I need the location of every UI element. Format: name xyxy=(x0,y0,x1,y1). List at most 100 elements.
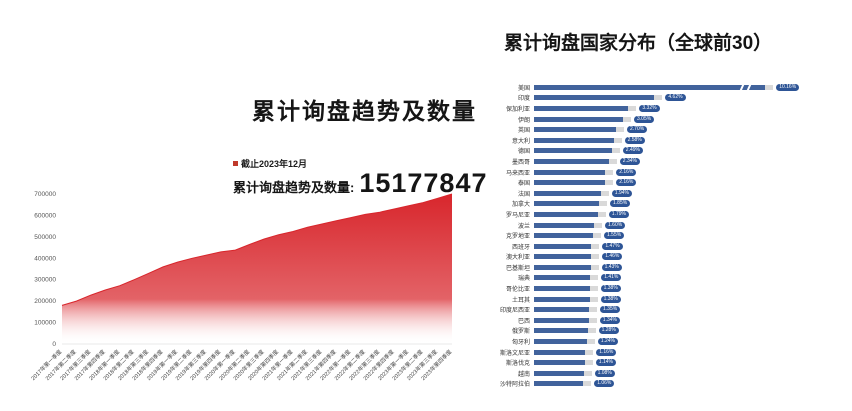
svg-text:700000: 700000 xyxy=(34,191,56,198)
value-pill: 3.32% xyxy=(639,104,660,112)
bar-track xyxy=(534,296,598,302)
bar-track xyxy=(534,137,622,143)
value-pill: 2.34% xyxy=(619,157,640,165)
bar xyxy=(534,105,629,111)
bar xyxy=(534,148,612,154)
bar-row: 法国 1.94% xyxy=(470,188,850,199)
bar-track xyxy=(534,169,614,175)
bar-row: 澳大利亚 1.46% xyxy=(470,252,850,263)
bar-track xyxy=(534,243,600,249)
bar xyxy=(534,211,598,217)
bar-track xyxy=(534,307,597,313)
bar-row: 英国 2.70% xyxy=(470,124,850,135)
svg-text:100000: 100000 xyxy=(34,320,56,327)
bar-track xyxy=(534,317,597,323)
value-pill: 1.24% xyxy=(597,338,618,346)
country-label: 印度 xyxy=(517,96,530,103)
value-pill: 4.62% xyxy=(665,94,686,102)
bar-track xyxy=(534,381,592,387)
bar xyxy=(534,370,584,376)
bar-row: 越南 1.08% xyxy=(470,368,850,379)
value-pill: 1.38% xyxy=(600,295,621,303)
value-pill: 1.41% xyxy=(601,274,622,282)
country-label: 斯洛伐克 xyxy=(505,361,530,368)
country-label: 英国 xyxy=(517,128,530,135)
svg-text:300000: 300000 xyxy=(34,277,56,284)
bar-track xyxy=(534,127,624,133)
svg-text:200000: 200000 xyxy=(34,298,56,305)
bar-row: 墨西哥 2.34% xyxy=(470,156,850,167)
value-pill: 1.14% xyxy=(595,359,616,367)
country-label: 沙特阿拉伯 xyxy=(499,382,530,389)
bar xyxy=(534,158,609,164)
bar-track xyxy=(534,201,607,207)
bar-row: 加拿大 1.85% xyxy=(470,199,850,210)
country-label: 美国 xyxy=(517,85,530,92)
bar-row: 匈牙利 1.24% xyxy=(470,336,850,347)
bar-row: 波兰 1.60% xyxy=(470,220,850,231)
value-pill: 1.08% xyxy=(594,369,615,377)
country-label: 俄罗斯 xyxy=(511,329,530,336)
bar-track xyxy=(534,275,599,281)
total-inquiries-label: 累计询盘趋势及数量: xyxy=(233,180,355,195)
trend-chart-title: 累计询盘趋势及数量 xyxy=(252,98,477,124)
value-pill: 1.06% xyxy=(594,380,615,388)
bar-row: 伊朗 3.05% xyxy=(470,114,850,125)
bar xyxy=(534,190,601,196)
bar-row: 克罗地亚 1.55% xyxy=(470,230,850,241)
bar-row: 瑞典 1.41% xyxy=(470,273,850,284)
bar-track xyxy=(534,370,592,376)
country-label: 马来西亚 xyxy=(505,170,530,177)
bar xyxy=(534,180,606,186)
bar-track xyxy=(534,222,602,228)
bar-track xyxy=(534,180,614,186)
bar-row: 意大利 2.58% xyxy=(470,135,850,146)
bar-track xyxy=(534,190,609,196)
bar-row: 西班牙 1.47% xyxy=(470,241,850,252)
bar-row: 美国 10.16% xyxy=(470,82,850,93)
bar xyxy=(534,116,623,122)
country-label: 泰国 xyxy=(517,181,530,188)
bar xyxy=(534,381,584,387)
bar-track xyxy=(534,339,595,345)
bar-row: 哥伦比亚 1.38% xyxy=(470,283,850,294)
bar-track xyxy=(534,116,631,122)
country-label: 罗马尼亚 xyxy=(505,212,530,219)
bar-row: 土耳其 1.38% xyxy=(470,294,850,305)
bar-row: 德国 2.49% xyxy=(470,146,850,157)
bar xyxy=(534,286,590,292)
value-pill: 10.16% xyxy=(776,83,800,91)
bar-row: 泰国 2.16% xyxy=(470,177,850,188)
country-label: 印度尼西亚 xyxy=(499,308,530,315)
value-pill: 2.70% xyxy=(627,126,648,134)
value-pill: 1.43% xyxy=(601,263,622,271)
bar-row: 俄罗斯 1.28% xyxy=(470,326,850,337)
bar xyxy=(534,349,586,355)
country-label: 法国 xyxy=(517,191,530,198)
value-pill: 1.94% xyxy=(611,189,632,197)
country-label: 保加利亚 xyxy=(505,106,530,113)
country-distribution-title: 累计询盘国家分布（全球前30） xyxy=(504,33,773,54)
value-pill: 1.79% xyxy=(608,210,629,218)
bar-track xyxy=(534,360,593,366)
country-label: 意大利 xyxy=(511,138,530,145)
trend-area-chart: 0 100000 200000 300000 400000 500000 600000 700… xyxy=(29,191,454,382)
as-of-text: 截止2023年12月 xyxy=(241,159,308,169)
red-square-bullet xyxy=(233,161,238,166)
value-pill: 2.58% xyxy=(624,136,645,144)
bar xyxy=(534,360,585,366)
bar xyxy=(534,296,590,302)
bar-row: 保加利亚 3.32% xyxy=(470,103,850,114)
bar-track xyxy=(534,148,620,154)
country-label: 土耳其 xyxy=(511,297,530,304)
value-pill: 1.38% xyxy=(600,285,621,293)
as-of-date: 截止2023年12月 xyxy=(233,157,307,170)
country-label: 德国 xyxy=(517,149,530,156)
bar xyxy=(534,307,589,313)
bar xyxy=(534,137,614,143)
bar xyxy=(534,84,766,90)
bar xyxy=(534,328,588,334)
bar xyxy=(534,264,591,270)
bar-track xyxy=(534,233,601,239)
